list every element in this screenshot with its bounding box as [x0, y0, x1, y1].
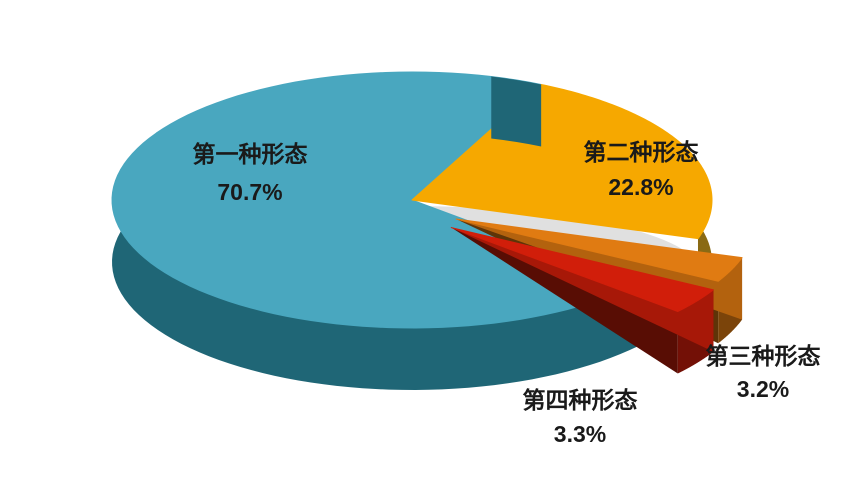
svg-text:22.8%: 22.8% [608, 174, 673, 200]
svg-text:3.3%: 3.3% [554, 421, 606, 447]
svg-text:第三种形态: 第三种形态 [706, 343, 821, 369]
svg-text:第一种形态: 第一种形态 [193, 141, 308, 167]
svg-text:3.2%: 3.2% [737, 376, 789, 402]
svg-text:70.7%: 70.7% [217, 179, 282, 205]
svg-text:第二种形态: 第二种形态 [584, 139, 699, 165]
svg-text:第四种形态: 第四种形态 [523, 387, 638, 413]
